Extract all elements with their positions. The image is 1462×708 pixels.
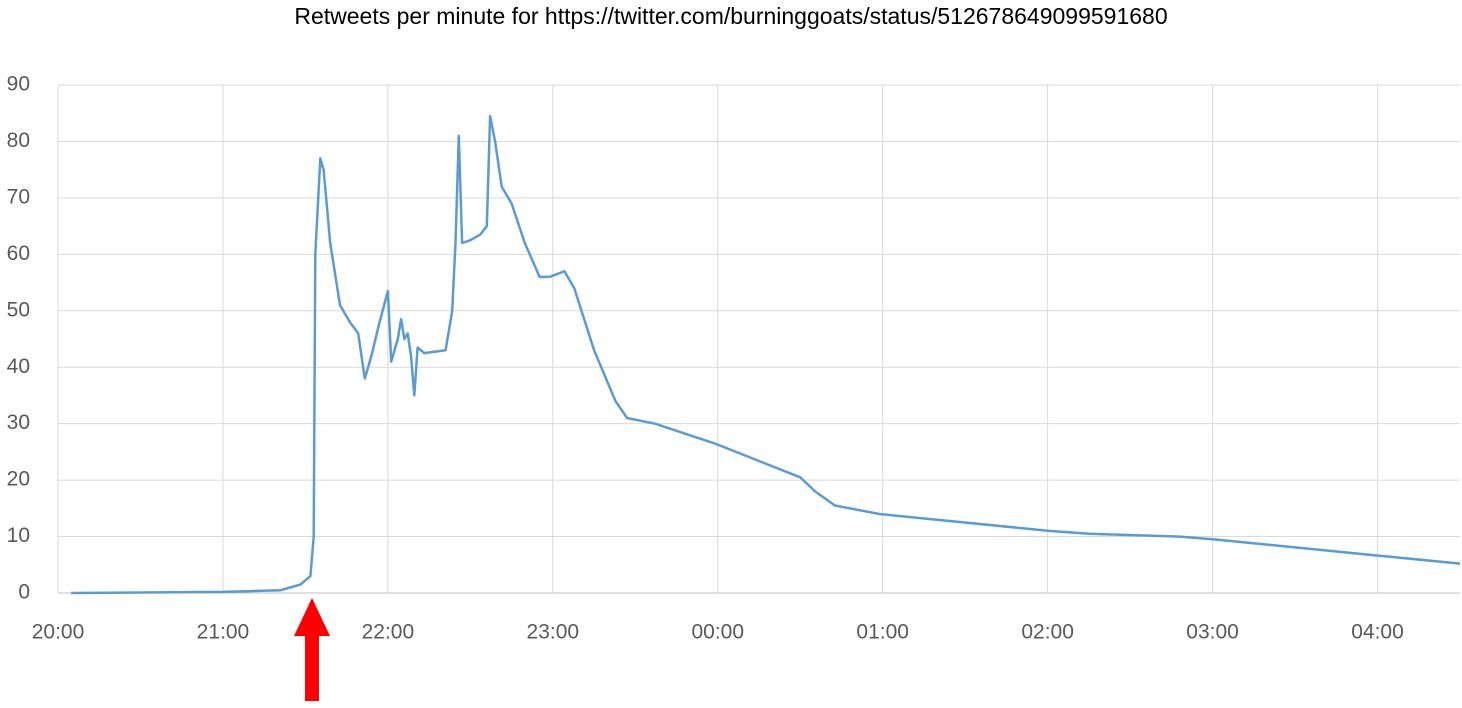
y-tick-label: 40: [7, 355, 30, 378]
y-tick-label: 90: [7, 73, 30, 96]
y-tick-label: 50: [7, 298, 30, 321]
y-tick-label: 60: [7, 242, 30, 265]
y-tick-label: 70: [7, 185, 30, 208]
x-tick-label: 01:00: [856, 621, 909, 644]
arrow-shaft: [305, 635, 319, 701]
data-line: [71, 114, 1461, 595]
x-tick-label: 00:00: [691, 621, 744, 644]
x-tick-label: 02:00: [1021, 621, 1074, 644]
x-tick-label: 03:00: [1186, 621, 1239, 644]
x-tick-label: 04:00: [1351, 621, 1404, 644]
y-tick-label: 20: [7, 468, 30, 491]
x-tick-label: 23:00: [527, 621, 580, 644]
arrow-head: [294, 598, 330, 636]
chart-title: Retweets per minute for https://twitter.…: [294, 3, 1167, 29]
y-tick-label: 10: [7, 524, 30, 547]
annotation-arrow: [294, 598, 330, 701]
y-tick-label: 30: [7, 411, 30, 434]
y-tick-label: 80: [7, 129, 30, 152]
x-tick-label: 21:00: [197, 621, 250, 644]
y-tick-label: 0: [18, 581, 30, 604]
x-tick-label: 22:00: [362, 621, 415, 644]
x-tick-label: 20:00: [32, 621, 85, 644]
